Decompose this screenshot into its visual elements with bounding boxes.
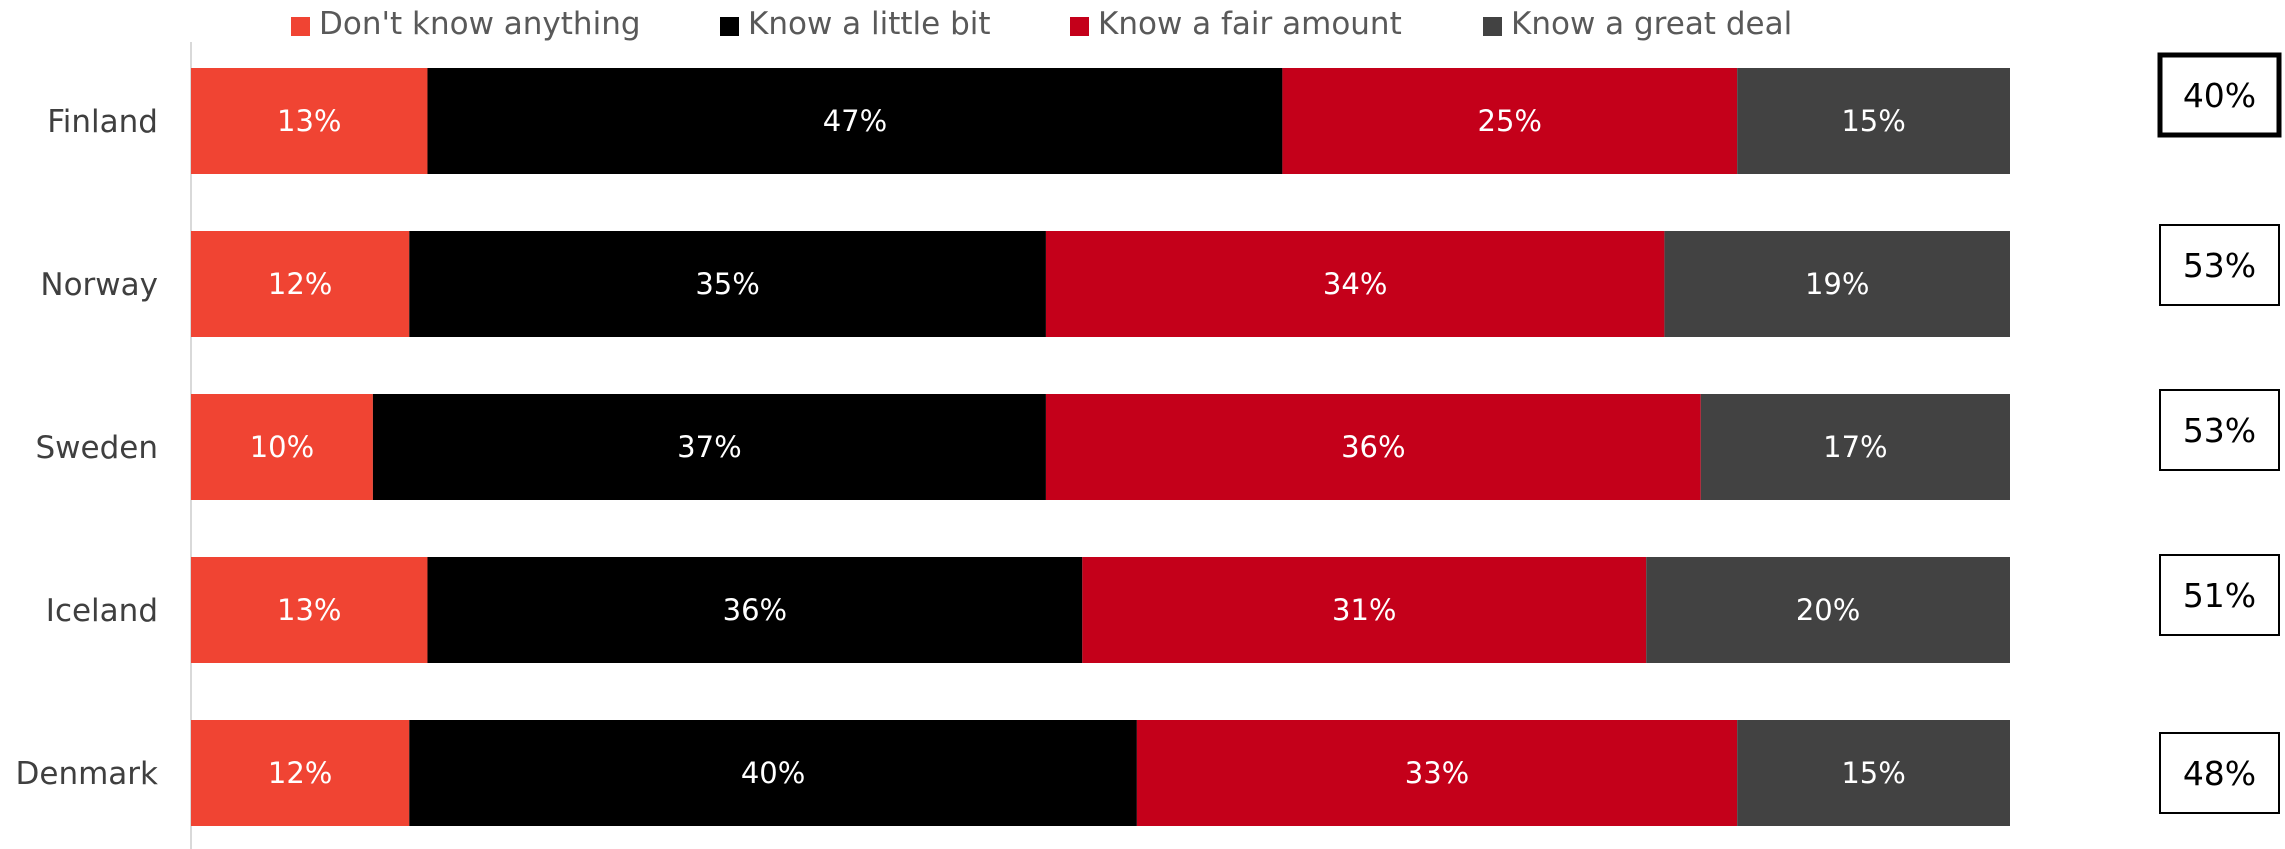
bar-norway-don-t-know-anything [191, 231, 410, 337]
data-label-sweden-know-a-great-deal: 17% [1823, 430, 1887, 464]
legend: Don't know anything Know a little bit Know… [291, 6, 1792, 42]
data-label-finland-know-a-little-bit: 47% [823, 104, 887, 138]
bars [191, 68, 2010, 826]
legend-label-don-t-know-anything: Don't know anything [319, 6, 641, 42]
bar-iceland-know-a-little-bit [427, 557, 1083, 663]
legend-swatch-know-a-great-deal [1483, 17, 1502, 36]
data-label-iceland-know-a-little-bit: 36% [723, 593, 787, 627]
bar-finland-don-t-know-anything [191, 68, 428, 174]
bar-iceland-know-a-great-deal [1646, 557, 2010, 663]
bar-sweden-don-t-know-anything [191, 394, 373, 500]
data-label-denmark-know-a-little-bit: 40% [741, 756, 805, 790]
data-label-norway-know-a-fair-amount: 34% [1323, 267, 1387, 301]
bar-iceland-know-a-fair-amount [1082, 557, 1647, 663]
data-label-sweden-know-a-little-bit: 37% [677, 430, 741, 464]
data-labels: 13% 47% 25% 15% 12% 35% 34% 19% 10% 37% 36% 17% 13% 3… [250, 104, 1906, 790]
summary-value-norway: 53% [2183, 246, 2256, 285]
category-label-iceland: Iceland [46, 593, 158, 629]
bar-sweden-know-a-fair-amount [1045, 394, 1701, 500]
data-label-finland-know-a-fair-amount: 25% [1478, 104, 1542, 138]
data-label-norway-know-a-great-deal: 19% [1805, 267, 1869, 301]
legend-label-know-a-fair-amount: Know a fair amount [1098, 6, 1402, 42]
category-label-sweden: Sweden [35, 430, 158, 466]
data-label-iceland-know-a-great-deal: 20% [1796, 593, 1860, 627]
data-label-iceland-know-a-fair-amount: 31% [1332, 593, 1396, 627]
summary-value-sweden: 53% [2183, 411, 2256, 450]
legend-swatch-know-a-fair-amount [1070, 17, 1089, 36]
data-label-finland-don-t-know-anything: 13% [277, 104, 341, 138]
summary-box-norway [2159, 224, 2280, 306]
data-label-norway-know-a-little-bit: 35% [695, 267, 759, 301]
bar-denmark-know-a-little-bit [409, 720, 1137, 826]
category-labels: Finland Norway Sweden Iceland Denmark [16, 104, 159, 792]
summary-value-iceland: 51% [2183, 576, 2256, 615]
legend-swatch-don-t-know-anything [291, 17, 310, 36]
bar-norway-know-a-great-deal [1664, 231, 2010, 337]
summary-value-denmark: 48% [2183, 754, 2256, 793]
summary-box-iceland [2159, 554, 2280, 636]
bar-sweden-know-a-great-deal [1700, 394, 2010, 500]
bar-norway-know-a-little-bit [409, 231, 1046, 337]
category-label-norway: Norway [40, 267, 158, 303]
bar-finland-know-a-great-deal [1737, 68, 2010, 174]
data-label-norway-don-t-know-anything: 12% [268, 267, 332, 301]
bar-denmark-know-a-great-deal [1737, 720, 2010, 826]
category-label-finland: Finland [47, 104, 158, 140]
summary-value-finland: 40% [2183, 76, 2256, 115]
data-label-denmark-don-t-know-anything: 12% [268, 756, 332, 790]
data-label-sweden-know-a-fair-amount: 36% [1341, 430, 1405, 464]
bar-finland-know-a-fair-amount [1282, 68, 1738, 174]
data-label-sweden-don-t-know-anything: 10% [250, 430, 314, 464]
bar-iceland-don-t-know-anything [191, 557, 428, 663]
category-label-denmark: Denmark [16, 756, 159, 792]
summary-box-sweden [2159, 389, 2280, 471]
legend-label-know-a-great-deal: Know a great deal [1511, 6, 1792, 42]
data-label-iceland-don-t-know-anything: 13% [277, 593, 341, 627]
data-label-finland-know-a-great-deal: 15% [1841, 104, 1905, 138]
data-label-denmark-know-a-great-deal: 15% [1841, 756, 1905, 790]
bar-denmark-don-t-know-anything [191, 720, 410, 826]
bar-norway-know-a-fair-amount [1045, 231, 1665, 337]
legend-label-know-a-little-bit: Know a little bit [748, 6, 991, 42]
data-label-denmark-know-a-fair-amount: 33% [1405, 756, 1469, 790]
bar-finland-know-a-little-bit [427, 68, 1283, 174]
summary-box-denmark [2159, 732, 2280, 814]
summary-boxes: 40% 53% 53% 51% 48% [2157, 52, 2282, 814]
summary-box-finland [2157, 52, 2282, 138]
legend-swatch-know-a-little-bit [720, 17, 739, 36]
bar-denmark-know-a-fair-amount [1136, 720, 1738, 826]
bar-sweden-know-a-little-bit [372, 394, 1046, 500]
